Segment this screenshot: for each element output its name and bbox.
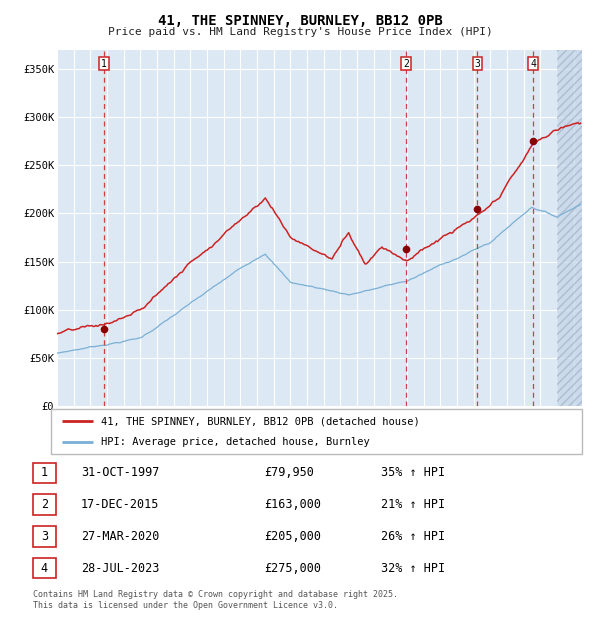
Text: 27-MAR-2020: 27-MAR-2020	[81, 530, 160, 543]
Text: 41, THE SPINNEY, BURNLEY, BB12 0PB (detached house): 41, THE SPINNEY, BURNLEY, BB12 0PB (deta…	[101, 416, 420, 427]
Text: £275,000: £275,000	[264, 562, 321, 575]
Text: 4: 4	[41, 562, 48, 575]
Text: 3: 3	[475, 58, 481, 69]
Text: Price paid vs. HM Land Registry's House Price Index (HPI): Price paid vs. HM Land Registry's House …	[107, 27, 493, 37]
Text: HPI: Average price, detached house, Burnley: HPI: Average price, detached house, Burn…	[101, 436, 370, 447]
Text: 26% ↑ HPI: 26% ↑ HPI	[381, 530, 445, 543]
Text: £79,950: £79,950	[264, 466, 314, 479]
Text: 3: 3	[41, 530, 48, 543]
Text: 35% ↑ HPI: 35% ↑ HPI	[381, 466, 445, 479]
Text: 32% ↑ HPI: 32% ↑ HPI	[381, 562, 445, 575]
Text: Contains HM Land Registry data © Crown copyright and database right 2025.
This d: Contains HM Land Registry data © Crown c…	[33, 590, 398, 609]
Text: 2: 2	[41, 498, 48, 511]
Text: 41, THE SPINNEY, BURNLEY, BB12 0PB: 41, THE SPINNEY, BURNLEY, BB12 0PB	[158, 14, 442, 28]
Text: 28-JUL-2023: 28-JUL-2023	[81, 562, 160, 575]
Bar	[557, 50, 582, 406]
Text: 2: 2	[403, 58, 409, 69]
Text: £205,000: £205,000	[264, 530, 321, 543]
FancyBboxPatch shape	[51, 409, 582, 454]
Text: 21% ↑ HPI: 21% ↑ HPI	[381, 498, 445, 511]
Text: 1: 1	[101, 58, 107, 69]
Text: £163,000: £163,000	[264, 498, 321, 511]
Text: 1: 1	[41, 466, 48, 479]
Text: 17-DEC-2015: 17-DEC-2015	[81, 498, 160, 511]
Text: 31-OCT-1997: 31-OCT-1997	[81, 466, 160, 479]
Text: 4: 4	[530, 58, 536, 69]
